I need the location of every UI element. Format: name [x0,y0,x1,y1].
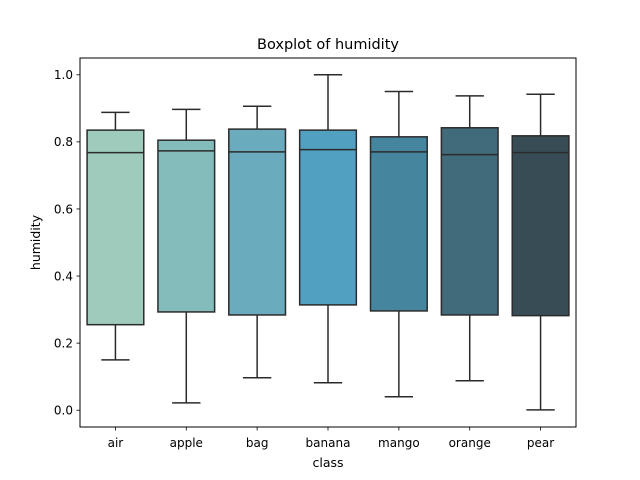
y-axis: 0.0 0.2 0.4 0.6 0.8 1.0 [54,68,80,418]
box-air [86,111,145,361]
box-pear [511,93,570,411]
y-axis-label: humidity [28,214,43,270]
y-tick-label: 0.2 [54,336,73,350]
iqr-box [228,128,287,316]
y-tick-label: 0.0 [54,404,73,418]
x-tick-label-apple: apple [170,436,203,450]
y-tick-label: 0.6 [54,202,73,216]
y-tick-label: 0.4 [54,269,73,283]
box-apple [157,108,216,404]
iqr-box [511,135,570,317]
x-axis-label: class [312,455,343,470]
x-tick-label-banana: banana [306,436,351,450]
iqr-box [157,139,216,313]
iqr-box [369,136,428,312]
x-tick-label-pear: pear [527,436,554,450]
chart-title: Boxplot of humidity [257,37,399,53]
y-tick-label: 0.8 [54,135,73,149]
box-mango [369,90,428,398]
box-bag [228,105,287,379]
x-tick-label-bag: bag [246,436,269,450]
iqr-box [86,129,145,326]
boxes-layer [86,74,570,411]
x-tick-label-mango: mango [378,436,420,450]
box-orange [440,95,499,382]
iqr-box [440,127,499,316]
x-tick-label-air: air [108,436,124,450]
x-axis: air apple bag banana mango orange pear [108,427,554,450]
x-tick-label-orange: orange [449,436,491,450]
iqr-box [298,129,358,306]
y-tick-label: 1.0 [54,68,73,82]
box-banana [298,74,358,384]
